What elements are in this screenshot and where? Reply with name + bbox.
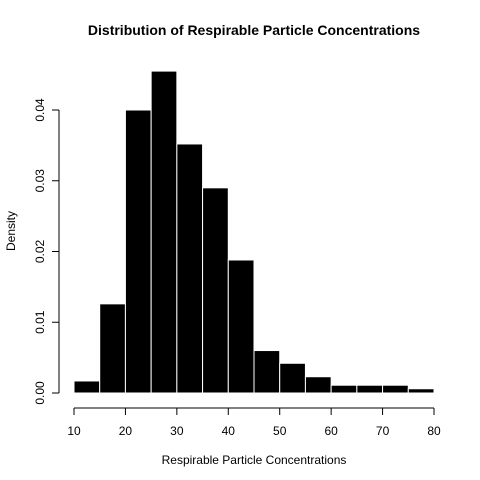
histogram-bar bbox=[382, 384, 409, 394]
bars-group bbox=[73, 70, 435, 394]
x-tick-label: 20 bbox=[119, 424, 133, 438]
histogram-bar bbox=[356, 384, 384, 394]
x-tick-label: 60 bbox=[324, 424, 338, 438]
histogram-bar bbox=[176, 143, 204, 394]
y-tick-label: 0.02 bbox=[33, 239, 47, 263]
histogram-bar bbox=[330, 384, 358, 394]
histogram-bar bbox=[150, 70, 178, 394]
x-axis: 10 20 30 40 50 60 70 80 bbox=[67, 407, 441, 438]
y-tick-label: 0.00 bbox=[33, 381, 47, 405]
x-tick-label: 40 bbox=[222, 424, 236, 438]
histogram-bar bbox=[202, 187, 229, 394]
histogram-bar bbox=[99, 303, 126, 394]
y-axis-label: Density bbox=[4, 211, 18, 251]
histogram-bar bbox=[227, 259, 255, 394]
histogram-bar bbox=[304, 376, 332, 394]
chart-title: Distribution of Respirable Particle Conc… bbox=[88, 22, 420, 38]
histogram-bar bbox=[124, 109, 152, 394]
x-tick-label: 10 bbox=[67, 424, 81, 438]
y-tick-label: 0.03 bbox=[33, 169, 47, 193]
histogram-bar bbox=[279, 362, 306, 394]
x-tick-label: 80 bbox=[427, 424, 441, 438]
histogram-bar bbox=[73, 380, 101, 394]
x-tick-label: 50 bbox=[273, 424, 287, 438]
histogram-bar bbox=[253, 350, 281, 394]
y-tick-label: 0.04 bbox=[33, 98, 47, 122]
x-tick-label: 30 bbox=[170, 424, 184, 438]
x-axis-label: Respirable Particle Concentrations bbox=[162, 453, 347, 467]
y-axis: 0.00 0.01 0.02 0.03 0.04 bbox=[33, 98, 60, 405]
histogram-bar bbox=[407, 388, 435, 394]
x-tick-label: 70 bbox=[376, 424, 390, 438]
y-tick-label: 0.01 bbox=[33, 310, 47, 334]
